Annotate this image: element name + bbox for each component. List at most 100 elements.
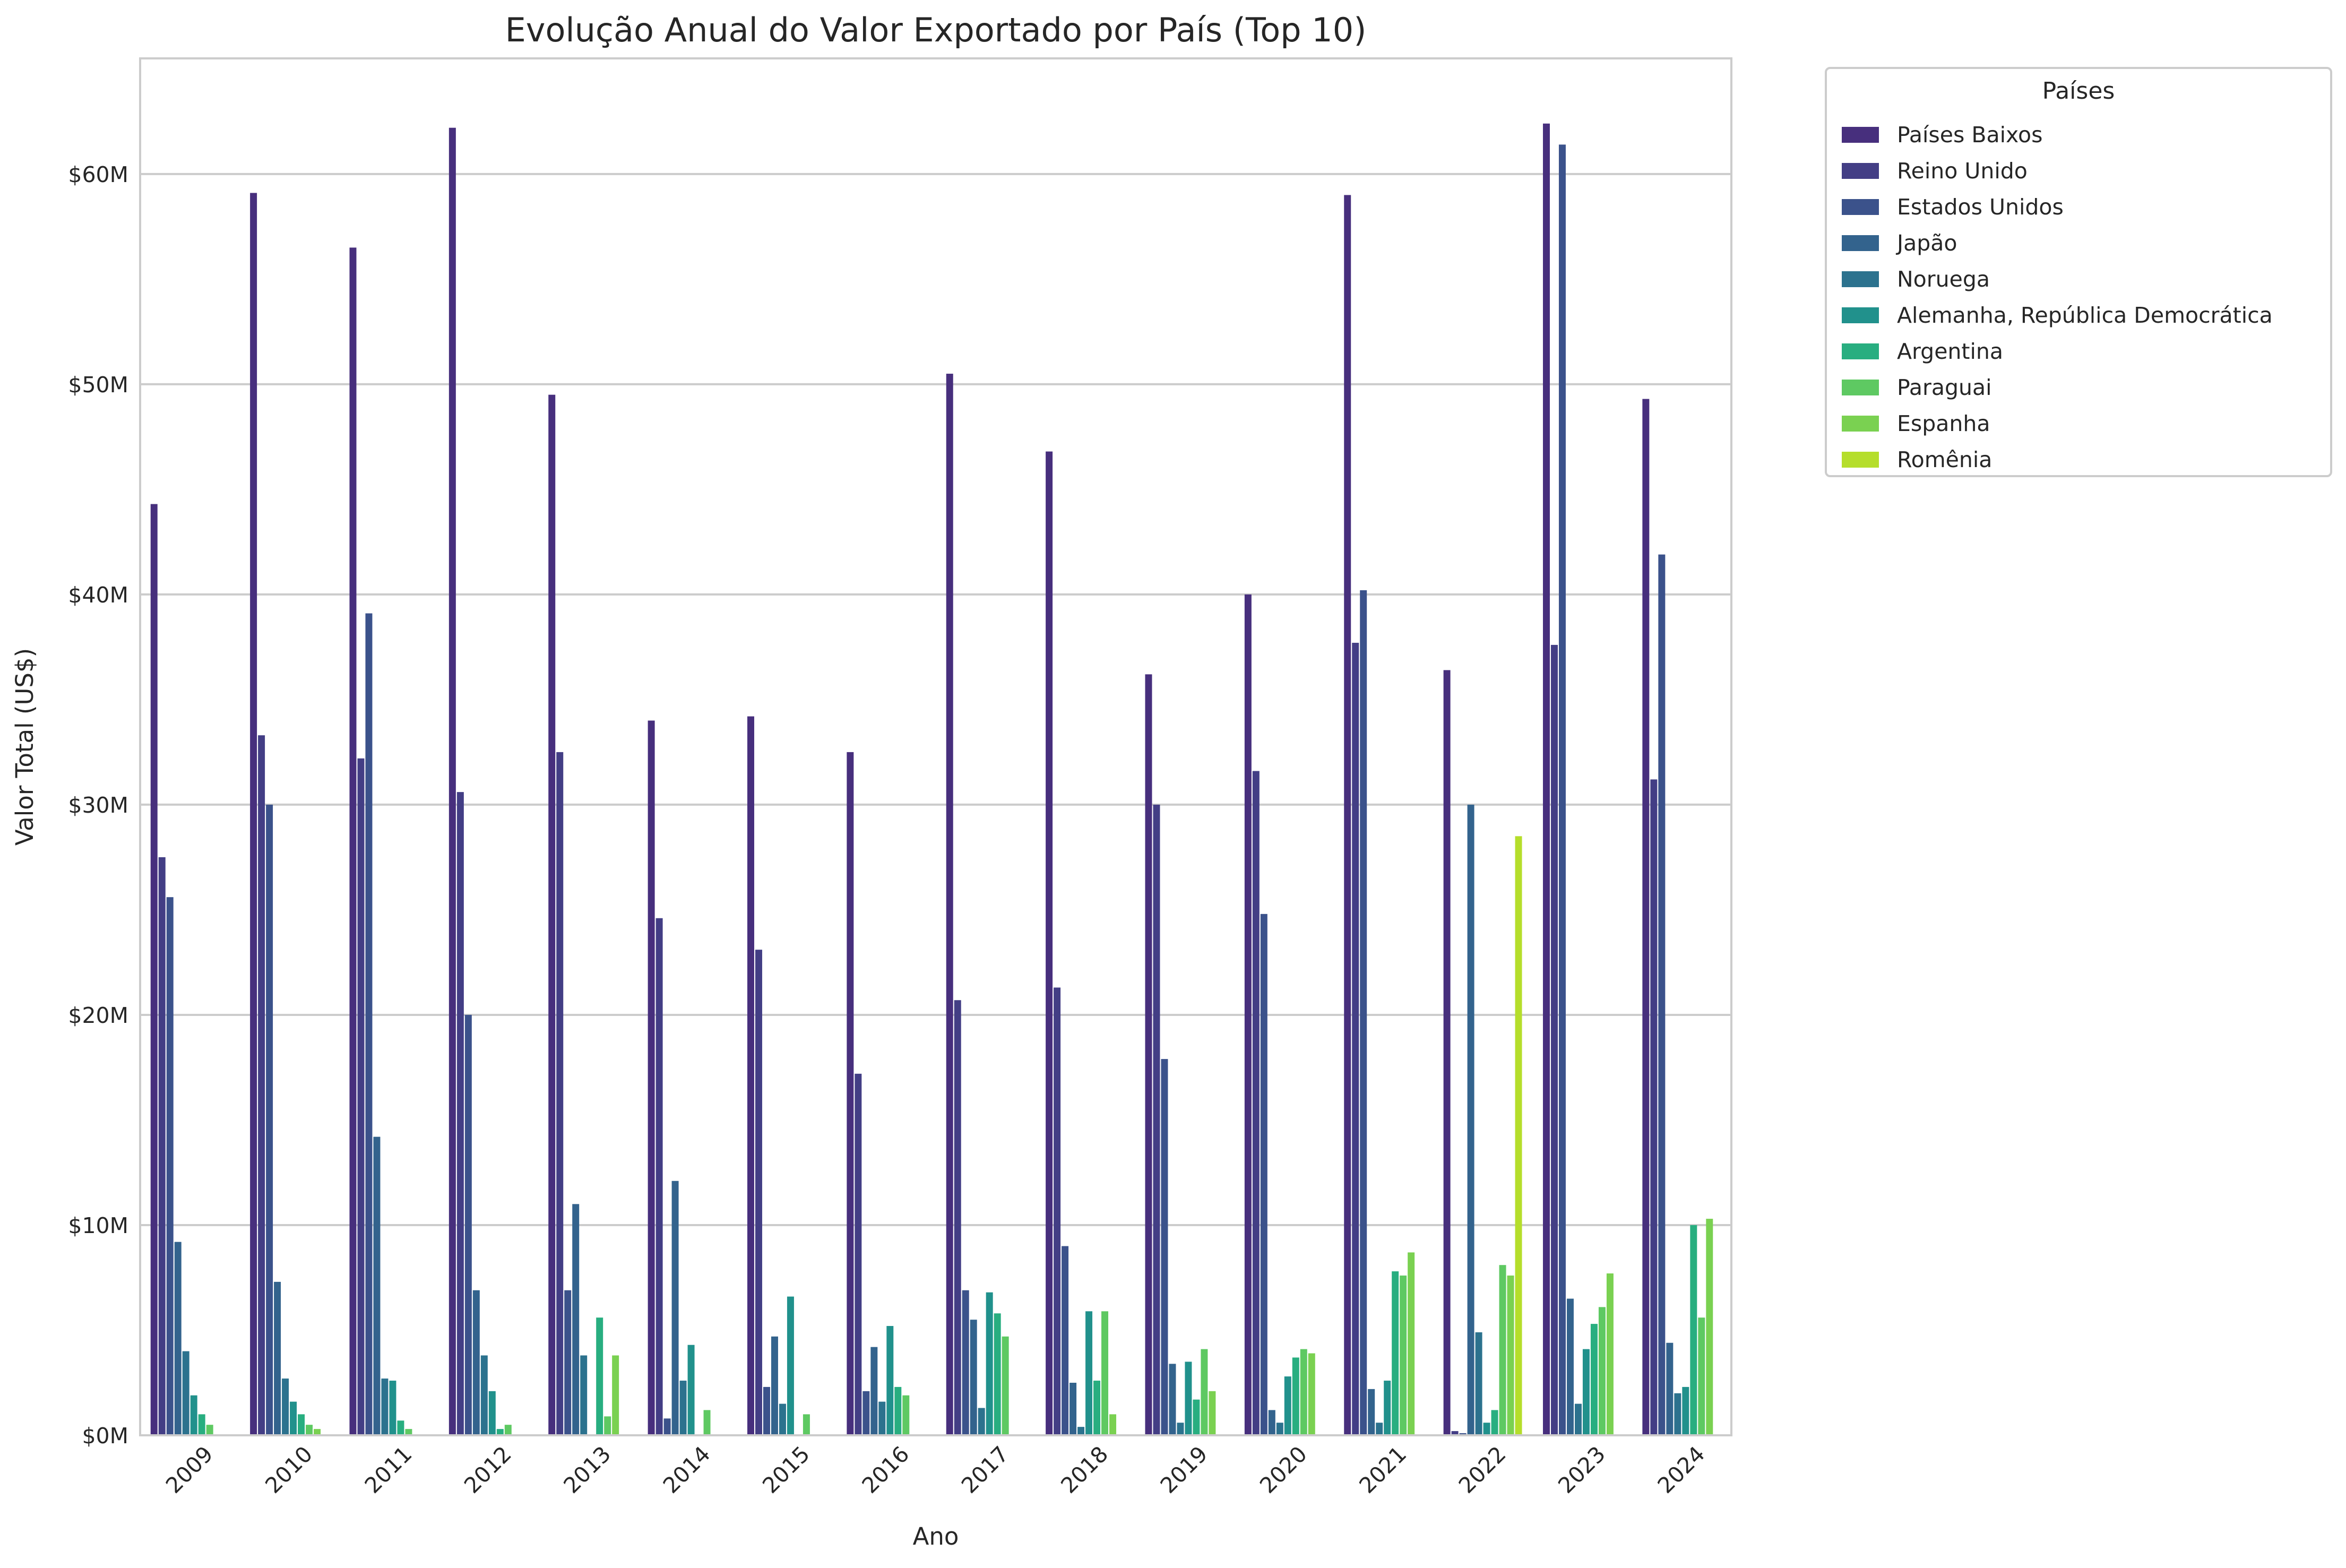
bar <box>1193 1399 1200 1435</box>
bar <box>1300 1349 1307 1435</box>
bar <box>1400 1276 1407 1435</box>
legend: Países Países Baixos Reino Unido Estados U… <box>1825 67 2332 477</box>
x-tick-label: 2020 <box>1255 1441 1312 1498</box>
x-tick-label: 2012 <box>459 1441 516 1498</box>
bar <box>954 1000 961 1435</box>
bar <box>464 1014 472 1435</box>
bar <box>803 1414 810 1435</box>
bar <box>1260 914 1267 1435</box>
bar <box>1674 1393 1681 1435</box>
bar <box>1515 836 1522 1435</box>
bar <box>946 374 953 1435</box>
bar <box>763 1386 770 1435</box>
bar <box>1550 644 1558 1435</box>
bar <box>314 1429 321 1435</box>
bar <box>1384 1381 1391 1435</box>
legend-label: Argentina <box>1897 339 2003 364</box>
bar <box>1244 594 1252 1435</box>
y-tick-label: $50M <box>68 372 128 398</box>
bar <box>365 613 373 1435</box>
bar <box>1161 1059 1168 1435</box>
x-axis-label: Ano <box>913 1522 959 1550</box>
bar <box>1360 590 1367 1435</box>
bar <box>1590 1324 1598 1435</box>
x-tick-label: 2019 <box>1155 1441 1213 1498</box>
x-tick-label: 2024 <box>1653 1441 1710 1498</box>
bar <box>182 1351 189 1435</box>
bar <box>1344 195 1351 1435</box>
legend-label: Noruega <box>1897 266 1990 292</box>
bars-layer <box>150 123 1713 1436</box>
bar <box>1499 1265 1506 1435</box>
bar <box>1177 1423 1184 1435</box>
bar <box>1054 987 1061 1435</box>
legend-swatch <box>1842 127 1879 143</box>
legend-swatch <box>1842 199 1879 215</box>
legend-item: Espanha <box>1842 406 1990 442</box>
legend-label: Alemanha, República Democrática <box>1897 303 2273 328</box>
bar <box>1542 123 1550 1435</box>
x-tick-label: 2016 <box>857 1441 915 1498</box>
bar <box>258 735 265 1435</box>
bar <box>878 1401 886 1435</box>
bar <box>306 1425 313 1435</box>
bar <box>1598 1307 1606 1435</box>
bar <box>1606 1273 1614 1435</box>
bar <box>687 1345 695 1435</box>
legend-swatch <box>1842 271 1879 287</box>
bar <box>282 1379 289 1435</box>
bar <box>190 1395 197 1435</box>
x-tick-label: 2009 <box>161 1441 218 1498</box>
y-axis-label: Valor Total (US$) <box>11 648 39 846</box>
bar <box>1706 1219 1713 1435</box>
legend-item: Paraguai <box>1842 369 1992 406</box>
legend-item: Alemanha, República Democrática <box>1842 297 2273 333</box>
bar <box>1566 1298 1574 1435</box>
bar <box>389 1381 396 1435</box>
y-tick-label: $40M <box>68 582 128 608</box>
bar <box>206 1425 213 1435</box>
bar <box>397 1420 404 1435</box>
bar <box>771 1336 778 1435</box>
bar <box>1070 1382 1077 1435</box>
bar <box>1185 1362 1192 1435</box>
y-tick-labels: $0M $10M $20M $30M $40M $50M $60M <box>68 162 128 1449</box>
bar <box>1002 1336 1009 1435</box>
bar <box>158 857 166 1435</box>
legend-label: Espanha <box>1897 411 1990 436</box>
bar <box>373 1136 381 1435</box>
x-tick-label: 2014 <box>658 1441 715 1498</box>
bar <box>1475 1332 1482 1435</box>
bar <box>1284 1376 1291 1435</box>
bar <box>1408 1252 1415 1435</box>
bar <box>656 918 663 1435</box>
bar <box>755 950 762 1435</box>
x-tick-label: 2022 <box>1454 1441 1511 1498</box>
legend-swatch <box>1842 307 1879 323</box>
x-tick-label: 2017 <box>956 1441 1014 1498</box>
bar <box>1558 144 1566 1435</box>
legend-swatch <box>1842 452 1879 468</box>
bar <box>596 1317 603 1435</box>
bar <box>663 1418 671 1435</box>
bar <box>679 1381 687 1435</box>
bar <box>978 1408 985 1435</box>
bar <box>1451 1431 1459 1435</box>
bar <box>405 1429 412 1435</box>
legend-item: Argentina <box>1842 333 2003 369</box>
bar <box>902 1395 910 1435</box>
bar <box>787 1296 794 1435</box>
bar <box>1109 1414 1117 1435</box>
bar <box>488 1391 496 1435</box>
bar <box>1443 670 1451 1435</box>
bar <box>648 720 655 1435</box>
bar <box>448 127 456 1435</box>
x-tick-label: 2023 <box>1553 1441 1610 1498</box>
x-tick-label: 2021 <box>1355 1441 1412 1498</box>
bar <box>1642 399 1650 1435</box>
bar <box>1491 1410 1498 1435</box>
bar <box>1392 1271 1399 1435</box>
legend-swatch <box>1842 380 1879 395</box>
y-tick-label: $30M <box>68 792 128 818</box>
